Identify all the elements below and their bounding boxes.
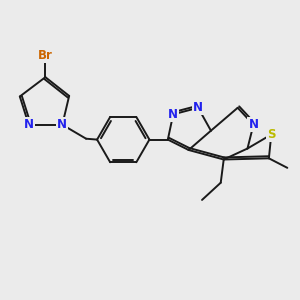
Text: N: N [193,101,203,114]
Text: S: S [267,128,275,141]
Text: N: N [24,118,34,131]
Text: Br: Br [38,49,53,62]
Text: N: N [57,118,67,131]
Text: N: N [248,118,258,131]
Text: N: N [168,108,178,121]
